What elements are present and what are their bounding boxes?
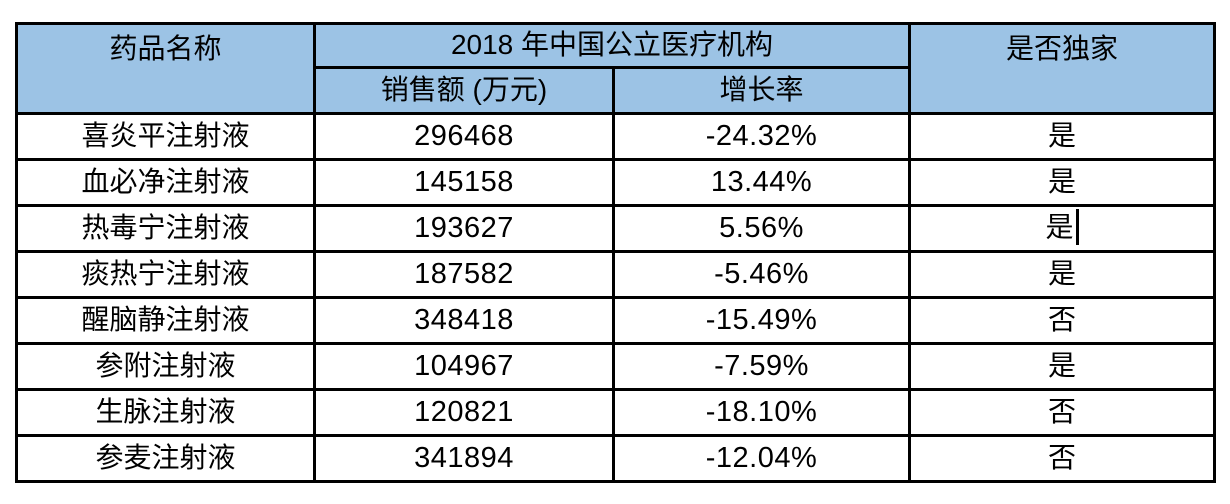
header-label-growth: 增长率 [719, 74, 804, 106]
cell-growth[interactable]: -5.46% [611, 250, 912, 299]
drug-name-text: 喜炎平注射液 [81, 120, 250, 152]
sales-text: 341894 [414, 441, 514, 474]
cell-sales[interactable]: 341894 [313, 434, 615, 483]
sales-text: 104967 [414, 349, 514, 382]
growth-text: 13.44% [710, 165, 813, 198]
cell-sales[interactable]: 120821 [313, 388, 615, 437]
table-row: 醒脑静注射液 348418 -15.49% 否 [15, 296, 1217, 345]
cell-exclusive[interactable]: 否 [908, 434, 1217, 483]
cell-growth[interactable]: 13.44% [611, 158, 912, 207]
header-cell-2018-group[interactable]: 2018 年中国公立医疗机构 [312, 22, 912, 69]
cell-drug-name[interactable]: 生脉注射液 [15, 388, 316, 437]
sales-text: 187582 [414, 257, 514, 290]
drug-name-text: 参麦注射液 [95, 442, 236, 474]
table-row: 喜炎平注射液 296468 -24.32% 是 [15, 112, 1217, 161]
header-cell-sales[interactable]: 销售额 (万元) [313, 66, 615, 115]
cell-drug-name[interactable]: 参附注射液 [15, 342, 316, 391]
cell-drug-name[interactable]: 喜炎平注射液 [15, 112, 316, 161]
cell-exclusive[interactable]: 否 [908, 388, 1217, 437]
cell-exclusive[interactable]: 是 [908, 250, 1217, 299]
cell-exclusive[interactable]: 是 [908, 112, 1217, 161]
cell-drug-name[interactable]: 血必净注射液 [15, 158, 316, 207]
growth-text: -15.49% [705, 303, 818, 336]
header-label-2018-group: 2018 年中国公立医疗机构 [450, 29, 774, 61]
header-row-1: 药品名称 2018 年中国公立医疗机构 是否独家 [15, 22, 1217, 115]
header-label-sales: 销售额 (万元) [380, 74, 548, 106]
cell-growth[interactable]: -15.49% [611, 296, 912, 345]
cell-sales[interactable]: 348418 [313, 296, 615, 345]
header-label-exclusive: 是否独家 [1006, 33, 1119, 64]
exclusive-text: 是 [1048, 166, 1077, 198]
exclusive-text: 是 [1048, 120, 1077, 152]
sales-text: 296468 [414, 119, 514, 152]
header-label-drug-name: 药品名称 [109, 33, 222, 64]
cell-exclusive[interactable]: 是 [908, 342, 1217, 391]
cell-growth[interactable]: -7.59% [611, 342, 912, 391]
exclusive-text: 否 [1048, 304, 1077, 336]
sales-text: 145158 [414, 165, 514, 198]
cell-exclusive[interactable]: 是 [908, 204, 1217, 253]
cell-growth[interactable]: 5.56% [611, 204, 912, 253]
table-row: 痰热宁注射液 187582 -5.46% 是 [15, 250, 1217, 299]
drug-name-text: 痰热宁注射液 [81, 258, 250, 290]
header-cell-drug-name[interactable]: 药品名称 [15, 22, 316, 115]
cell-sales[interactable]: 104967 [313, 342, 615, 391]
cell-drug-name[interactable]: 热毒宁注射液 [15, 204, 316, 253]
table-row: 血必净注射液 145158 13.44% 是 [15, 158, 1217, 207]
table-row: 参附注射液 104967 -7.59% 是 [15, 342, 1217, 391]
cell-drug-name[interactable]: 参麦注射液 [15, 434, 316, 483]
drug-name-text: 血必净注射液 [81, 166, 250, 198]
cell-growth[interactable]: -12.04% [611, 434, 912, 483]
header-cell-growth[interactable]: 增长率 [611, 66, 912, 115]
cell-drug-name[interactable]: 醒脑静注射液 [15, 296, 316, 345]
drug-sales-table: 药品名称 2018 年中国公立医疗机构 是否独家 销售额 (万元) 增长率 [15, 22, 1217, 483]
exclusive-text: 否 [1048, 396, 1077, 428]
exclusive-text: 否 [1048, 442, 1077, 474]
growth-text: -7.59% [714, 349, 809, 382]
table-row: 热毒宁注射液 193627 5.56% 是 [15, 204, 1217, 253]
header-row-2: 销售额 (万元) 增长率 [17, 66, 1215, 115]
exclusive-text: 是 [1045, 210, 1074, 242]
cell-growth[interactable]: -18.10% [611, 388, 912, 437]
sales-text: 193627 [414, 211, 514, 244]
cell-sales[interactable]: 187582 [313, 250, 615, 299]
exclusive-text: 是 [1048, 350, 1077, 382]
table-row: 生脉注射液 120821 -18.10% 否 [15, 388, 1217, 437]
cell-growth[interactable]: -24.32% [611, 112, 912, 161]
text-cursor [1075, 208, 1079, 245]
cell-exclusive[interactable]: 是 [908, 158, 1217, 207]
cell-drug-name[interactable]: 痰热宁注射液 [15, 250, 316, 299]
growth-text: -5.46% [714, 257, 809, 290]
sales-text: 120821 [414, 395, 514, 428]
header-cell-exclusive[interactable]: 是否独家 [908, 22, 1217, 115]
drug-name-text: 生脉注射液 [95, 396, 236, 428]
cell-exclusive[interactable]: 否 [908, 296, 1217, 345]
exclusive-text: 是 [1048, 258, 1077, 290]
growth-text: -18.10% [705, 395, 818, 428]
drug-name-text: 参附注射液 [95, 350, 236, 382]
cell-sales[interactable]: 145158 [313, 158, 615, 207]
drug-name-text: 醒脑静注射液 [81, 304, 250, 336]
cell-sales[interactable]: 296468 [313, 112, 615, 161]
growth-text: -12.04% [705, 441, 818, 474]
growth-text: -24.32% [705, 119, 818, 152]
cell-sales[interactable]: 193627 [313, 204, 615, 253]
drug-name-text: 热毒宁注射液 [81, 212, 250, 244]
growth-text: 5.56% [719, 211, 804, 244]
table-row: 参麦注射液 341894 -12.04% 否 [15, 434, 1217, 483]
sales-text: 348418 [414, 303, 514, 336]
